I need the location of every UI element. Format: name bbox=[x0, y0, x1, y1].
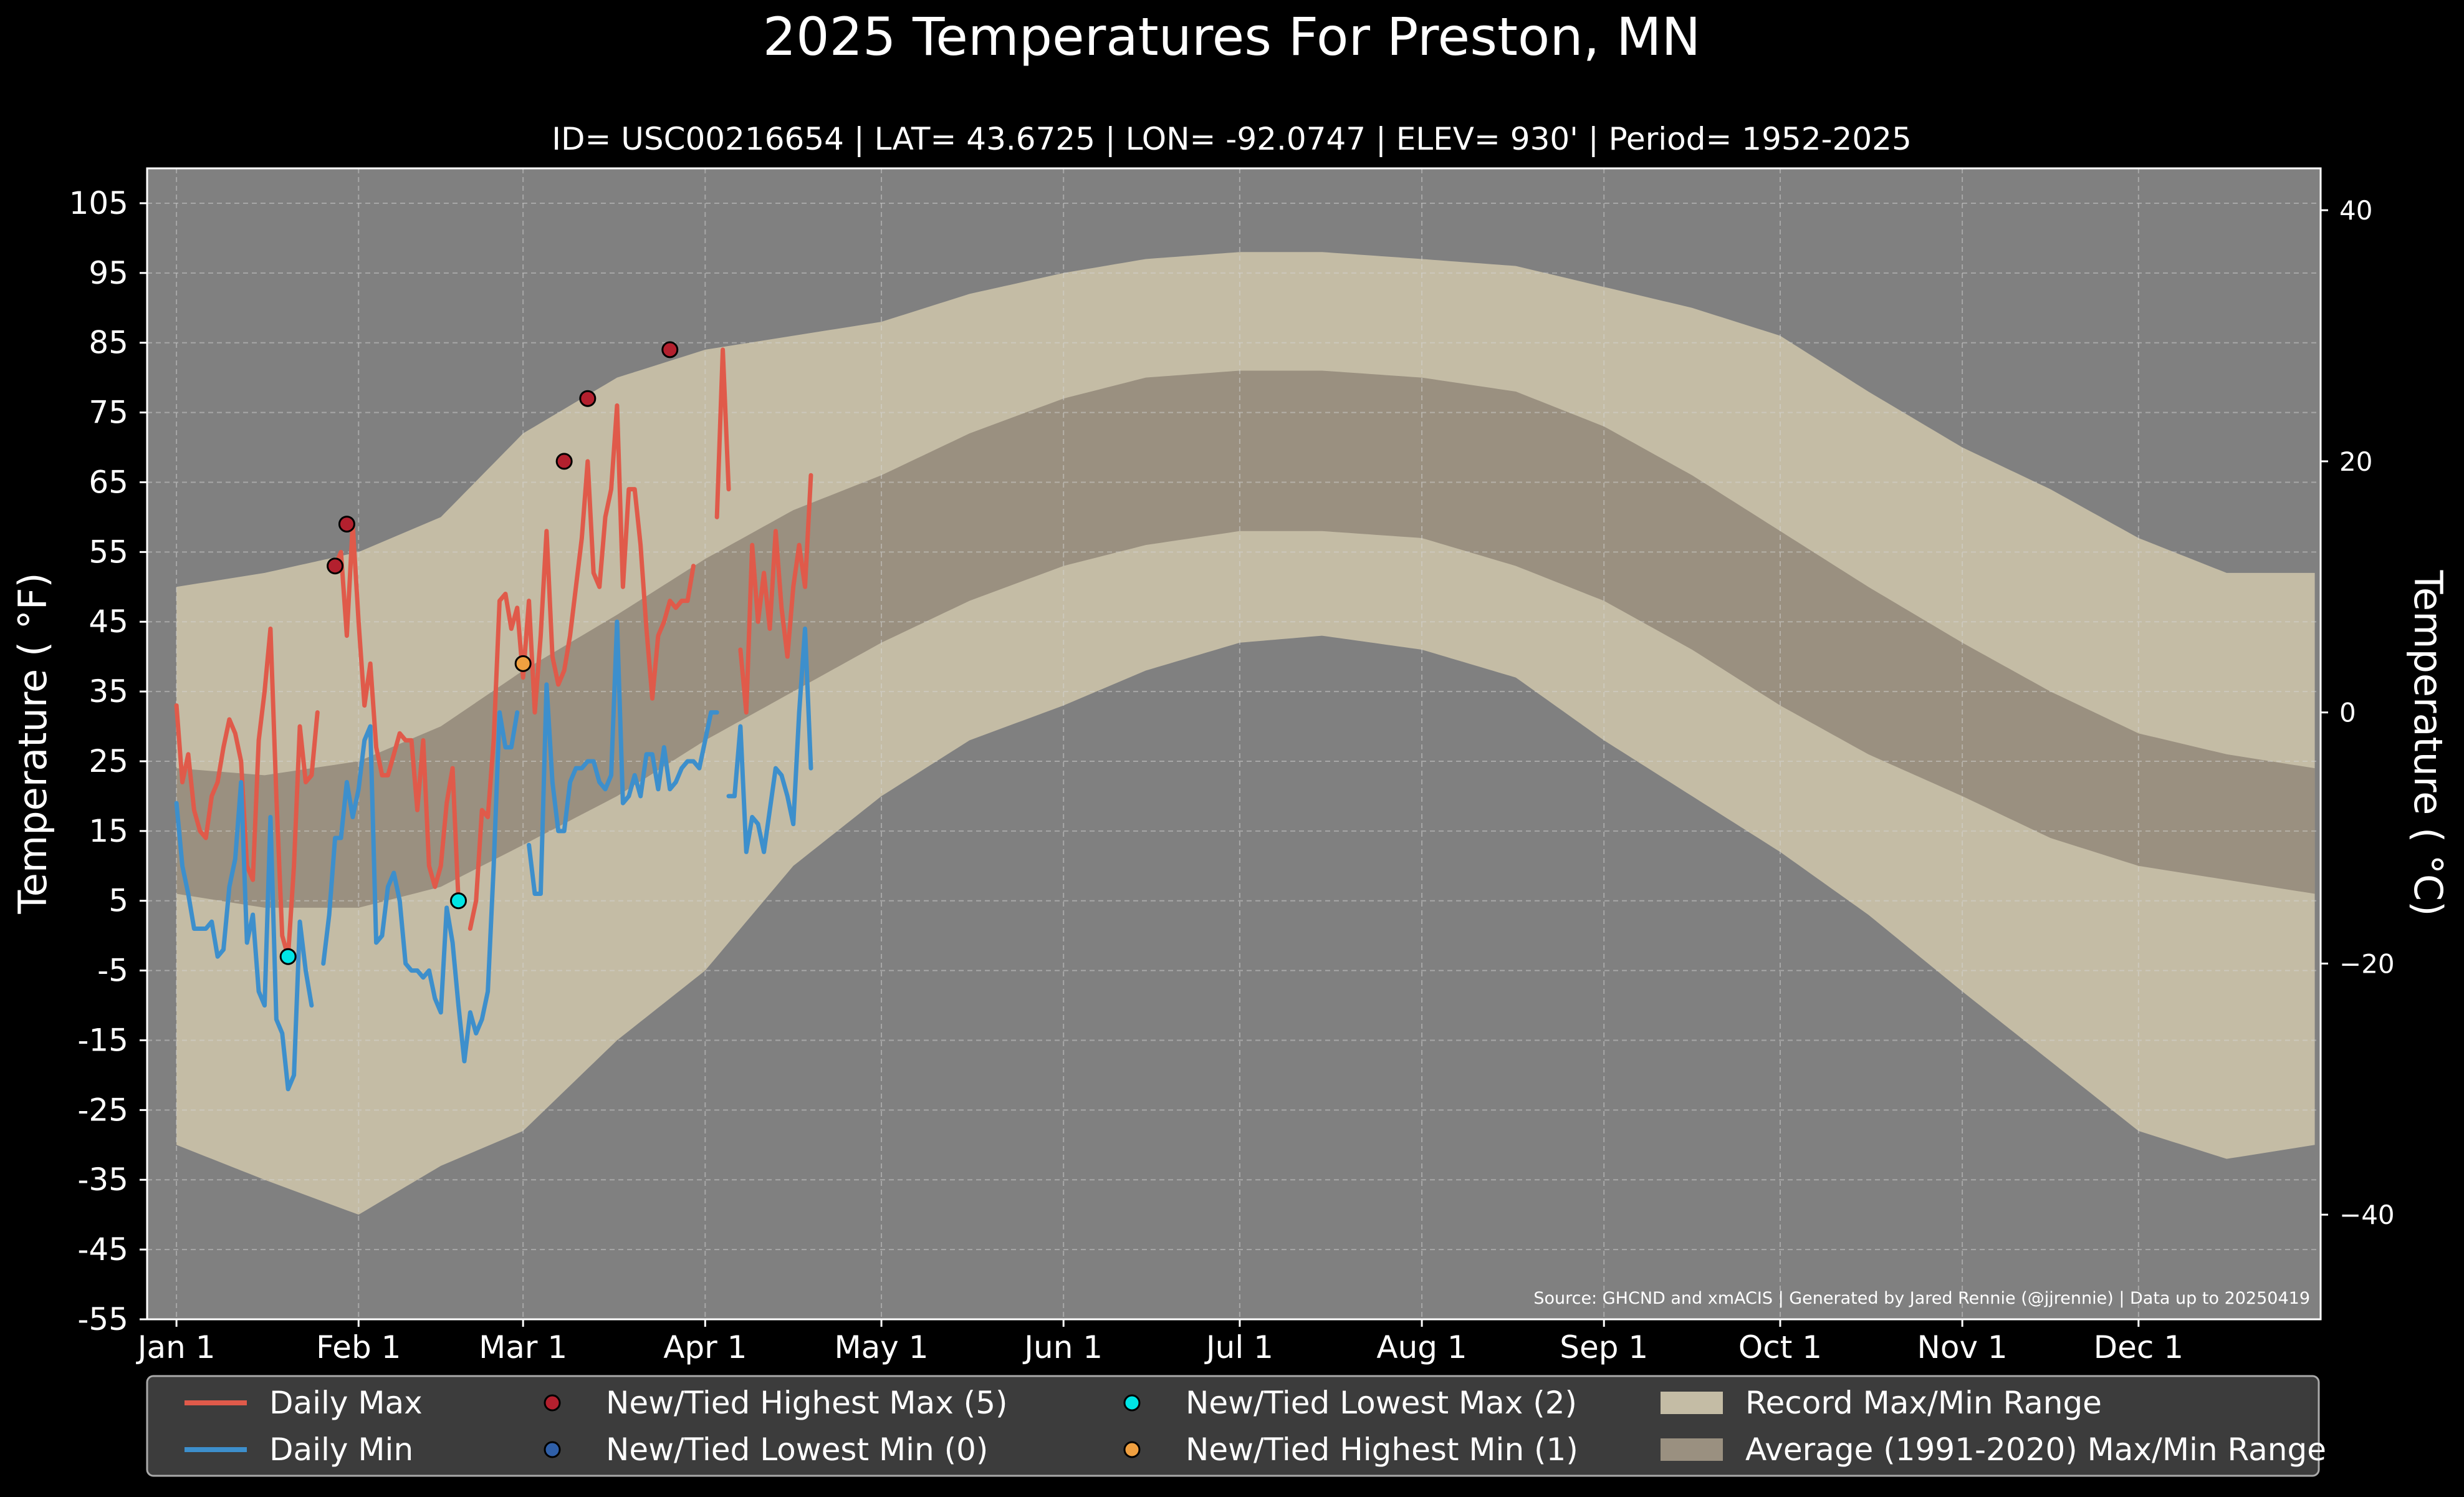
daily-max-line bbox=[714, 347, 731, 519]
legend-label-average-1991-2020-max-min-range: Average (1991-2020) Max/Min Range bbox=[1745, 1432, 2326, 1468]
x-tick-label: Jul 1 bbox=[1204, 1329, 1273, 1365]
legend: Daily Max New/Tied Highest Max (5) New/Tie… bbox=[146, 1375, 2326, 1477]
x-tick-label: May 1 bbox=[835, 1329, 929, 1365]
y-tick-label-right: 0 bbox=[2339, 698, 2356, 728]
daily-min-line bbox=[174, 780, 314, 1092]
daily-min-line bbox=[527, 619, 719, 897]
y-tick-label-left: -35 bbox=[77, 1162, 128, 1198]
legend-label-new-tied-highest-min-1: New/Tied Highest Min (1) bbox=[1186, 1432, 1578, 1468]
legend-swatch-record-max-min-range bbox=[1661, 1392, 1723, 1414]
legend-label-daily-min: Daily Min bbox=[269, 1432, 413, 1468]
legend-label-new-tied-lowest-min-0: New/Tied Lowest Min (0) bbox=[606, 1432, 988, 1468]
y-tick-label-left: 15 bbox=[89, 813, 128, 849]
record-range-band bbox=[176, 252, 2315, 1215]
plot-area bbox=[147, 168, 2321, 1319]
axes: 105 95 85 75 65 55 45 35 25 15 5 -5 -15 -25 -35 -45 -55 4… bbox=[69, 167, 2395, 1365]
legend-label-new-tied-lowest-max-2: New/Tied Lowest Max (2) bbox=[1186, 1385, 1577, 1421]
average-range-band bbox=[176, 370, 2315, 908]
y-tick-label-right: −40 bbox=[2339, 1200, 2395, 1230]
new-tied-highest-maxmarker bbox=[555, 453, 573, 470]
new-tied-highest-maxmarker bbox=[661, 341, 679, 359]
legend-label-daily-max: Daily Max bbox=[269, 1385, 423, 1421]
x-tick-label: Dec 1 bbox=[2094, 1329, 2184, 1365]
daily-max-line bbox=[467, 403, 696, 931]
daily-min-line bbox=[726, 626, 813, 854]
legend-label-new-tied-highest-max-5: New/Tied Highest Max (5) bbox=[606, 1385, 1008, 1421]
legend-box bbox=[146, 1375, 2320, 1477]
x-tick-label: Sep 1 bbox=[1560, 1329, 1648, 1365]
y-tick-label-left: 75 bbox=[89, 395, 128, 431]
legend-swatch-new-tied-highest-max-5 bbox=[544, 1394, 561, 1412]
y-tick-label-left: 55 bbox=[89, 534, 128, 570]
series-lines bbox=[174, 347, 813, 1092]
x-tick-label: Jun 1 bbox=[1022, 1329, 1103, 1365]
y-tick-label-left: 25 bbox=[89, 743, 128, 779]
y-tick-label-left: 5 bbox=[108, 883, 128, 919]
legend-label-record-max-min-range: Record Max/Min Range bbox=[1745, 1385, 2102, 1421]
daily-max-line bbox=[333, 522, 461, 903]
y-tick-label-left: 95 bbox=[89, 255, 128, 291]
y-tick-label-left: 45 bbox=[89, 604, 128, 640]
legend-swatch-new-tied-highest-min-1 bbox=[1123, 1441, 1141, 1458]
x-tick-label: Nov 1 bbox=[1917, 1329, 2007, 1365]
new-tied-highest-maxmarker bbox=[579, 390, 597, 407]
x-tick-label: Mar 1 bbox=[479, 1329, 567, 1365]
new-tied-highest-minmarker bbox=[514, 655, 532, 672]
new-tied-lowest-maxmarker bbox=[449, 892, 467, 910]
y-tick-label-left: 85 bbox=[89, 325, 128, 361]
legend-items: Daily Max New/Tied Highest Max (5) New/Tie… bbox=[185, 1385, 2326, 1468]
x-tick-label: Apr 1 bbox=[663, 1329, 747, 1365]
y-tick-label-right: −20 bbox=[2339, 948, 2395, 979]
record-markers bbox=[279, 341, 679, 965]
x-tick-label: Aug 1 bbox=[1376, 1329, 1467, 1365]
daily-max-line bbox=[738, 473, 813, 715]
y-axis-label-left: Temperature ( °F) bbox=[10, 572, 55, 914]
y-tick-label-left: 65 bbox=[89, 464, 128, 500]
new-tied-highest-maxmarker bbox=[327, 557, 344, 575]
x-tick-label: Jan 1 bbox=[136, 1329, 216, 1365]
chart-title: 2025 Temperatures For Preston, MN bbox=[763, 6, 1701, 67]
legend-swatch-average-1991-2020-max-min-range bbox=[1661, 1438, 1723, 1461]
y-tick-label-right: 40 bbox=[2339, 195, 2372, 226]
y-tick-label-left: -45 bbox=[77, 1231, 128, 1268]
new-tied-lowest-maxmarker bbox=[279, 948, 297, 965]
y-tick-label-left: -25 bbox=[77, 1092, 128, 1128]
daily-max-line bbox=[174, 626, 320, 959]
y-tick-label-left: -5 bbox=[97, 953, 128, 989]
chart-subtitle: ID= USC00216654 | LAT= 43.6725 | LON= -9… bbox=[552, 121, 1912, 157]
daily-min-line bbox=[321, 710, 520, 1064]
y-tick-label-right: 20 bbox=[2339, 446, 2372, 477]
x-tick-label: Oct 1 bbox=[1738, 1329, 1822, 1365]
plot-frame bbox=[146, 167, 2322, 1321]
y-tick-label-left: -55 bbox=[77, 1301, 128, 1337]
y-tick-label-left: 105 bbox=[69, 185, 128, 221]
source-note: Source: GHCND and xmACIS | Generated by … bbox=[1533, 1289, 2310, 1308]
new-tied-highest-maxmarker bbox=[338, 516, 355, 533]
y-tick-label-left: 35 bbox=[89, 673, 128, 710]
x-tick-label: Feb 1 bbox=[316, 1329, 401, 1365]
y-tick-label-left: -15 bbox=[77, 1022, 128, 1058]
y-axis-label-right: Temperature ( °C) bbox=[2405, 570, 2451, 917]
legend-swatch-new-tied-lowest-max-2 bbox=[1123, 1394, 1141, 1412]
legend-swatch-new-tied-lowest-min-0 bbox=[544, 1441, 561, 1458]
